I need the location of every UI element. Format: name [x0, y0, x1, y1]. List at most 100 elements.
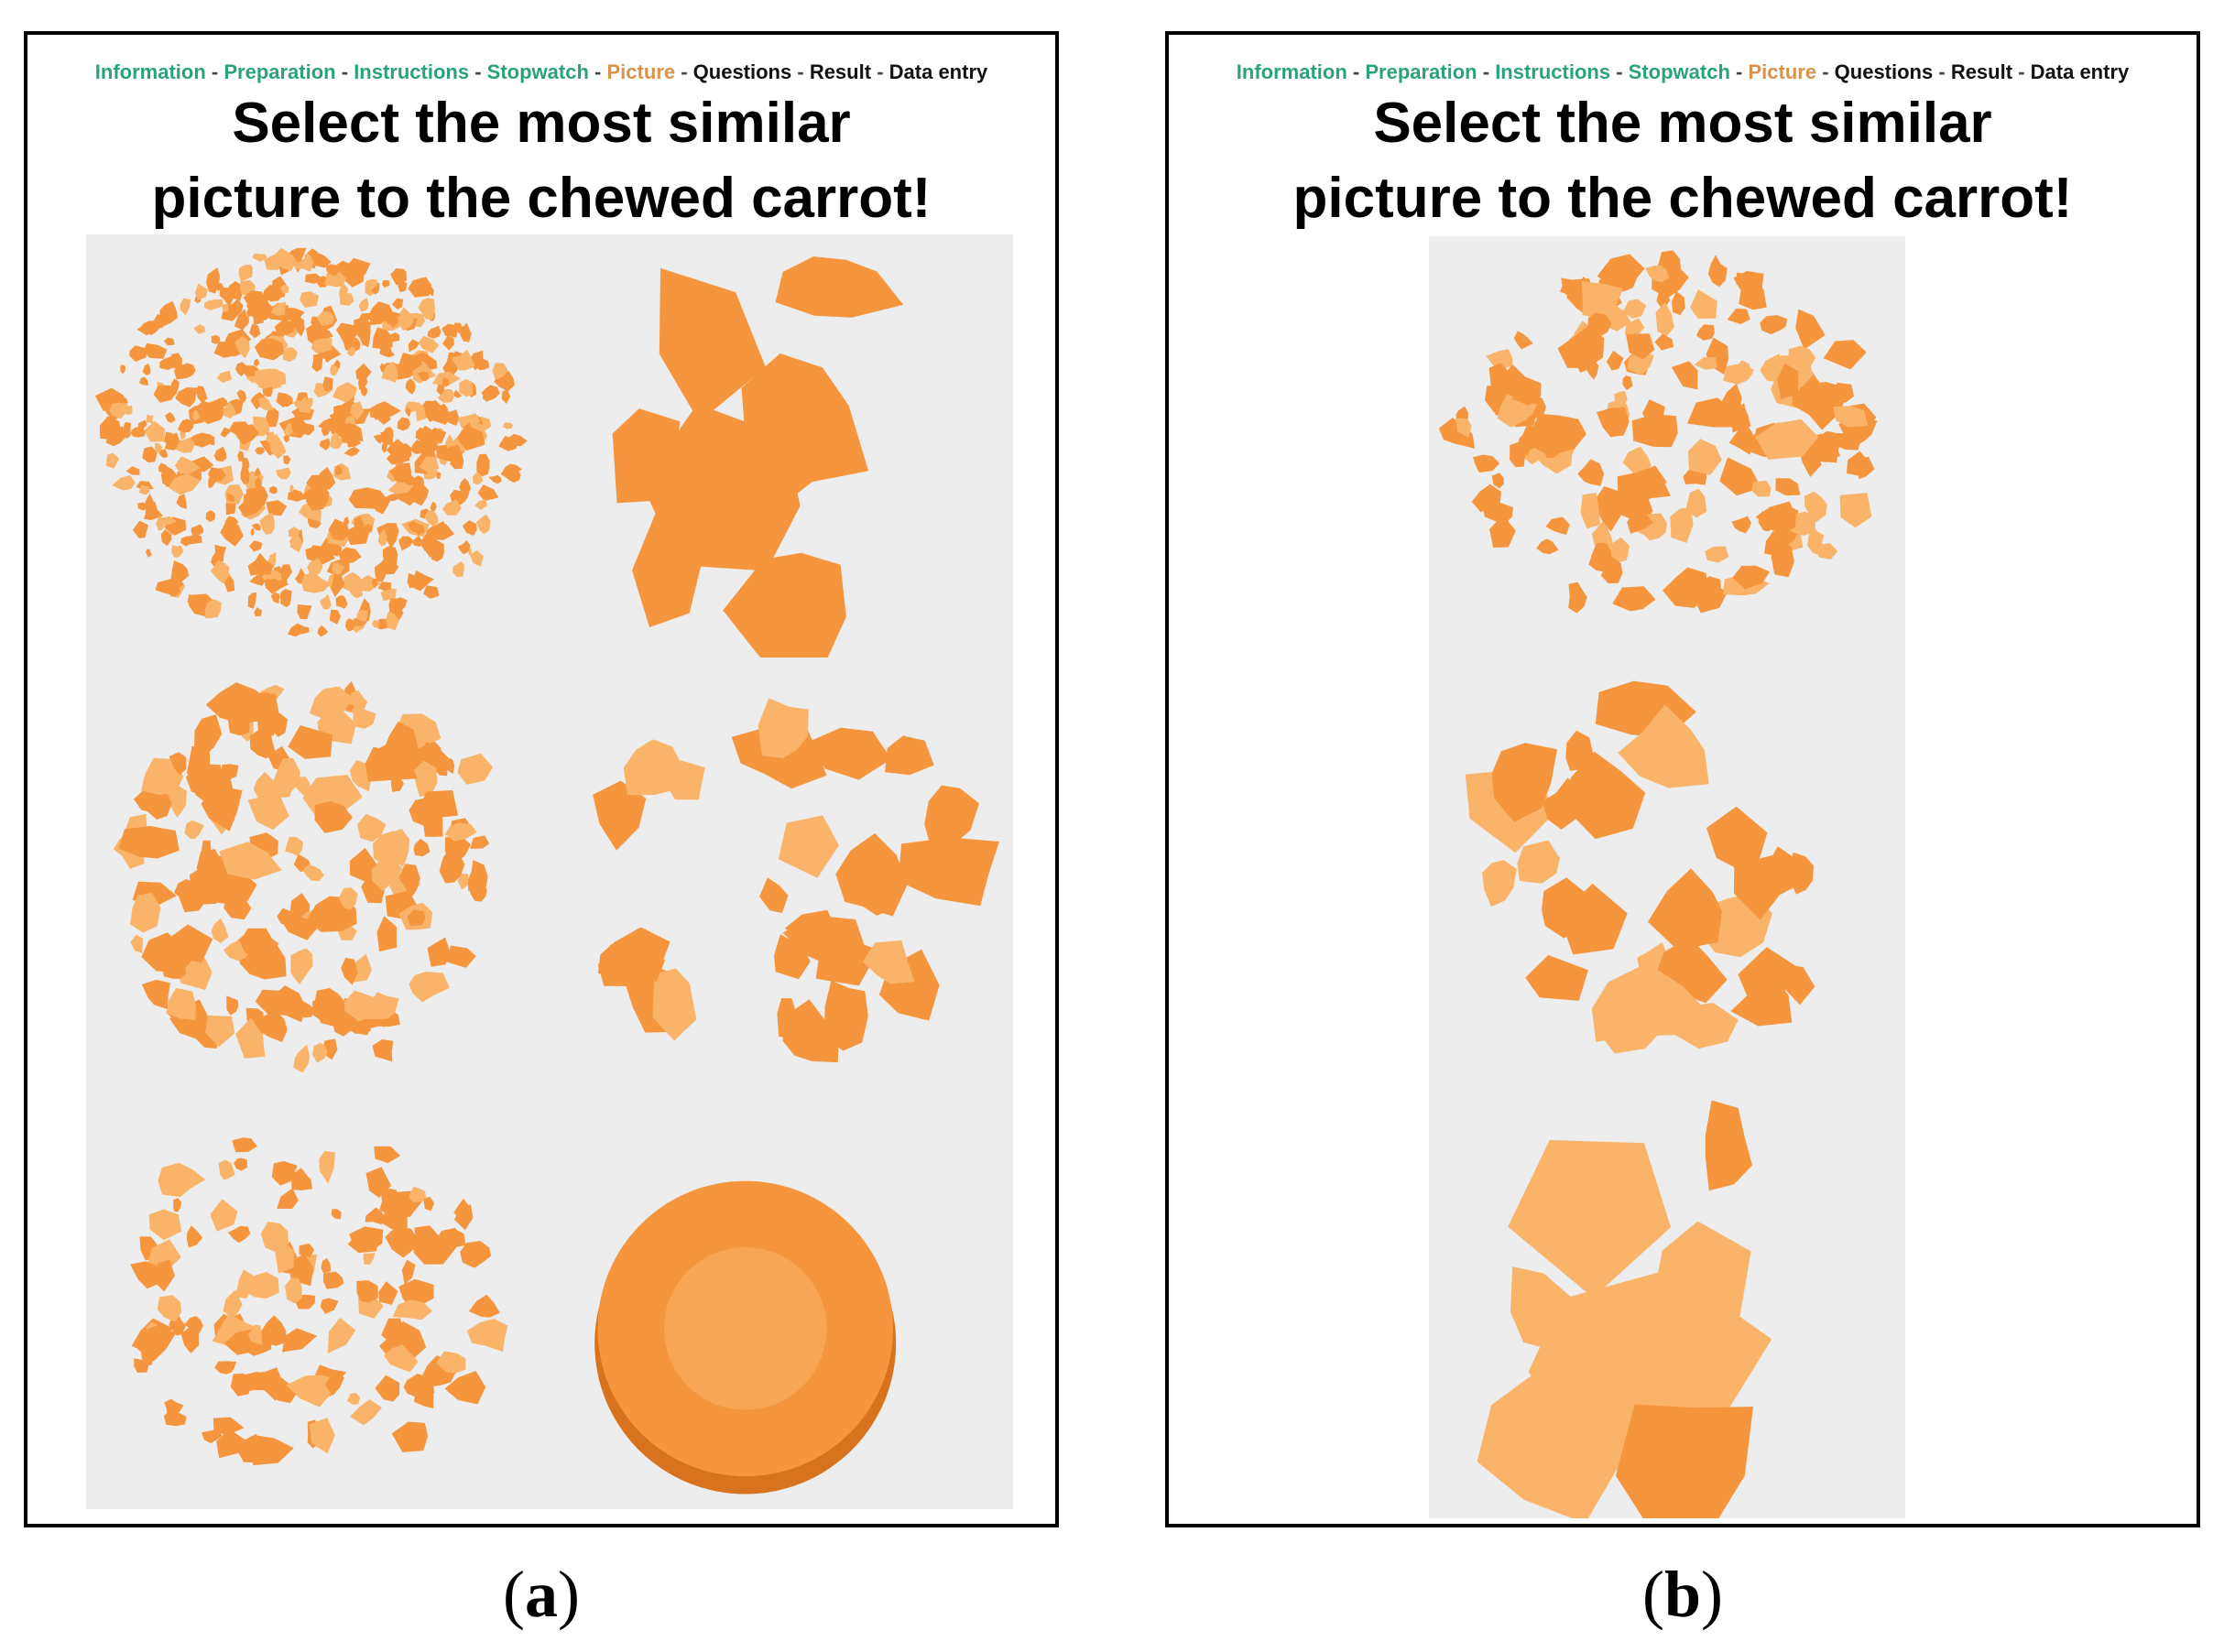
carrot-fragment: [194, 714, 223, 756]
carrot-fragment: [266, 408, 279, 428]
carrot-photo: [593, 698, 999, 1063]
carrot-fragment: [1561, 277, 1580, 299]
carrot-fragment: [1568, 581, 1587, 614]
carrot-fragment: [423, 585, 440, 599]
carrot-fragment: [424, 509, 439, 527]
carrot-fragment: [282, 347, 298, 363]
carrot-fragment: [350, 1399, 382, 1426]
carrot-fragment: [343, 422, 356, 436]
carrot-fragment: [1727, 308, 1750, 324]
option-large-pieces[interactable]: [1429, 1097, 1905, 1518]
carrot-fragment: [287, 623, 306, 637]
carrot-fragment: [1614, 391, 1628, 408]
nav-result[interactable]: Result: [809, 60, 872, 83]
carrot-fragment: [257, 397, 274, 410]
carrot-fragment: [180, 1327, 200, 1353]
carrot-fragment: [312, 1042, 328, 1063]
carrot-fragment: [288, 1253, 313, 1287]
carrot-fragment: [123, 422, 132, 439]
carrot-piece: [1705, 1100, 1752, 1191]
carrot-fragment: [435, 1227, 458, 1244]
nav-stopwatch[interactable]: Stopwatch: [486, 60, 589, 83]
carrot-fragment: [1728, 421, 1753, 455]
carrot-fragment: [1482, 501, 1514, 525]
carrot-fragment: [176, 494, 187, 509]
carrot-fragment: [418, 298, 435, 320]
carrot-fragment: [774, 934, 811, 980]
carrot-piece: [632, 495, 703, 627]
carrot-fragment: [392, 1299, 433, 1321]
nav-instructions[interactable]: Instructions: [354, 60, 470, 83]
carrot-fragment: [194, 283, 208, 300]
carrot-fragment: [1654, 333, 1673, 351]
carrot-fragment: [384, 1344, 419, 1373]
carrot-fragment: [421, 742, 439, 759]
nav-data-entry[interactable]: Data entry: [2030, 60, 2130, 83]
carrot-photo: [1438, 250, 1878, 614]
nav-result[interactable]: Result: [1950, 60, 2013, 83]
nav-information[interactable]: Information: [94, 60, 206, 83]
option-coarse-pieces[interactable]: [535, 658, 1013, 1099]
option-scattered-particles[interactable]: [86, 1099, 535, 1509]
title-line-1: Select the most similar: [232, 92, 851, 155]
carrot-fragment: [234, 336, 250, 359]
nav-instructions[interactable]: Instructions: [1495, 60, 1611, 83]
carrot-fragment: [365, 746, 418, 782]
carrot-fragment: [1609, 537, 1630, 564]
carrot-fragment: [319, 1151, 336, 1184]
carrot-fragment: [418, 335, 440, 353]
nav-picture[interactable]: Picture: [1748, 60, 1817, 83]
carrot-fragment: [145, 493, 155, 515]
carrot-fragment: [1671, 361, 1698, 390]
carrot-fragment: [1627, 513, 1654, 534]
carrot-fragment: [211, 560, 230, 580]
carrot-fragment: [348, 487, 387, 510]
carrot-fragment: [355, 363, 372, 380]
carrot-fragment: [249, 323, 261, 339]
carrot-fragment: [1687, 397, 1739, 428]
carrot-fragment: [325, 264, 340, 277]
carrot-fragment: [134, 789, 161, 813]
carrot-fragment: [293, 1044, 311, 1073]
carrot-fragment: [1512, 376, 1542, 406]
nav-stopwatch[interactable]: Stopwatch: [1628, 60, 1730, 83]
carrot-fragment: [339, 284, 349, 297]
carrot-fragment: [287, 489, 309, 502]
option-medium-particles[interactable]: [1429, 236, 1905, 639]
nav-questions[interactable]: Questions: [692, 60, 792, 83]
carrot-fragment: [314, 801, 353, 833]
carrot-fragment: [1577, 459, 1605, 486]
option-large-pieces[interactable]: [535, 234, 1013, 658]
carrot-fragment: [398, 864, 420, 899]
carrot-fragment: [226, 493, 235, 502]
nav-questions[interactable]: Questions: [1834, 60, 1934, 83]
nav-data-entry[interactable]: Data entry: [889, 60, 988, 83]
carrot-fragment: [1760, 353, 1785, 383]
carrot-fragment: [213, 446, 227, 462]
nav-information[interactable]: Information: [1236, 60, 1347, 83]
carrot-fragment: [180, 298, 191, 315]
carrot-fragment: [321, 1257, 332, 1273]
option-medium-particles[interactable]: [86, 658, 535, 1099]
carrot-fragment: [1612, 586, 1656, 612]
carrot-fragment: [427, 427, 447, 444]
carrot-fragment: [1536, 538, 1559, 555]
carrot-fragment: [468, 547, 472, 556]
carrot-fragment: [473, 473, 484, 485]
option-coarse-pieces[interactable]: [1429, 639, 1905, 1097]
progress-nav: Information - Preparation - Instructions…: [94, 60, 988, 83]
caption-b: (b): [1641, 1558, 1723, 1631]
nav-preparation[interactable]: Preparation: [223, 60, 336, 83]
carrot-fragment: [154, 313, 169, 329]
option-fine-particles[interactable]: [86, 234, 535, 658]
nav-picture[interactable]: Picture: [606, 60, 676, 83]
carrot-fragment: [169, 752, 187, 776]
carrot-fragment: [347, 1233, 378, 1254]
carrot-fragment: [270, 592, 280, 604]
carrot-fragment: [452, 560, 464, 577]
carrot-fragment: [227, 1225, 251, 1244]
nav-preparation[interactable]: Preparation: [1365, 60, 1477, 83]
carrot-fragment: [597, 941, 665, 986]
carrot-fragment: [365, 581, 374, 592]
option-whole-carrot-slice[interactable]: [535, 1099, 1013, 1509]
